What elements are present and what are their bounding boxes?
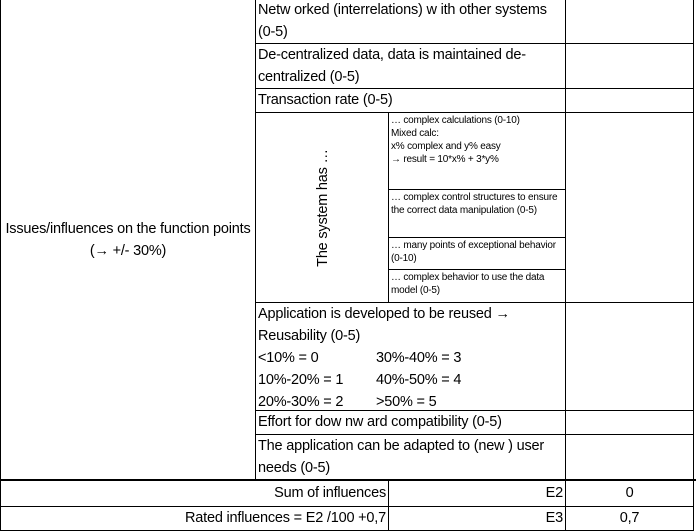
scale-item: <10% = 0 [258,350,319,366]
rated-ref: E3 [388,506,566,531]
item-line: x% complex and y% easy [391,141,501,152]
value-downward-compat[interactable] [565,410,694,435]
reuse-scale: <10% = 0 30%-40% = 3 10%-20% = 1 40%-50% =… [258,347,563,410]
item-line: → result = 10*x% + 3*y% [391,154,499,165]
row-networked[interactable]: Netw orked (interrelations) w ith other … [255,0,566,44]
scale-item: 40%-50% = 4 [376,372,462,388]
row-downward-compat[interactable]: Effort for dow nw ard compatibility (0-5… [255,410,566,435]
row-decentralized[interactable]: De-centralized data, data is maintained … [255,43,566,89]
item-complex-calculations[interactable]: … complex calculations (0-10) Mixed calc… [388,112,566,190]
scale-item: 10%-20% = 1 [258,372,344,388]
value-user-needs[interactable] [565,434,694,481]
left-label: Issues/influences on the function points… [5,220,251,259]
scale-item: 20%-30% = 2 [258,394,344,410]
value-reusability[interactable] [565,302,694,411]
row-user-needs[interactable]: The application can be adapted to (new )… [255,434,566,481]
item-control-structures[interactable]: … complex control structures to ensure t… [388,189,566,238]
rated-value[interactable]: 0,7 [565,506,694,531]
reuse-title: Application is developed to be reused → … [258,306,510,344]
value-complex-calculations[interactable] [565,112,694,303]
sum-ref: E2 [388,480,566,507]
scale-item: >50% = 5 [376,394,437,410]
item-line: Mixed calc: [391,128,439,139]
sum-label: Sum of influences [0,480,389,507]
row-transaction-rate[interactable]: Transaction rate (0-5) [255,88,566,113]
system-has-label: The system has … [314,149,331,267]
value-transaction-rate[interactable] [565,88,694,113]
value-networked[interactable] [565,0,694,44]
left-label-cell: Issues/influences on the function points… [0,0,256,481]
item-line: … complex calculations (0-10) [391,115,520,126]
row-reusability[interactable]: Application is developed to be reused → … [255,302,566,411]
scale-item: 30%-40% = 3 [376,350,462,366]
item-exceptional-behavior[interactable]: … many points of exceptional behavior (0… [388,237,566,270]
rated-label: Rated influences = E2 /100 +0,7 [0,506,389,531]
system-has-cell: The system has … [255,112,389,303]
item-data-model[interactable]: … complex behavior to use the data model… [388,269,566,303]
value-decentralized[interactable] [565,43,694,89]
sum-value[interactable]: 0 [565,480,694,507]
